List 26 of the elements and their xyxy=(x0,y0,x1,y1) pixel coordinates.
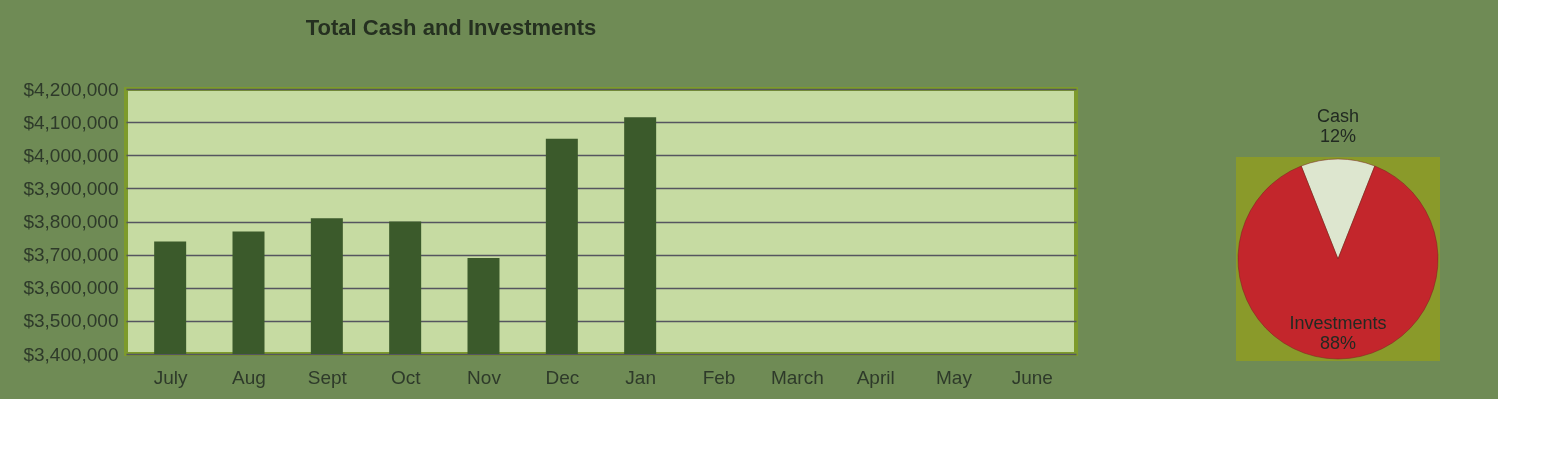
x-tick-label: Jan xyxy=(625,366,656,388)
slice-label: Cash xyxy=(1316,106,1360,126)
x-tick-label: Nov xyxy=(467,366,502,388)
chart-title: Total Cash and Investments xyxy=(305,15,597,40)
y-tick-label: $3,400,000 xyxy=(23,343,119,365)
x-tick-label: July xyxy=(153,366,189,388)
y-tick-label: $3,700,000 xyxy=(23,244,119,266)
y-tick-label: $3,900,000 xyxy=(23,177,119,199)
data-label: 12% xyxy=(1319,126,1357,146)
y-tick-label: $3,500,000 xyxy=(23,310,119,332)
y-tick-label: $3,800,000 xyxy=(23,211,119,232)
x-tick-label: Sept xyxy=(307,366,348,388)
x-tick-label: Aug xyxy=(232,366,266,388)
y-tick-label: $4,200,000 xyxy=(23,78,119,100)
y-tick-label: $4,100,000 xyxy=(23,111,119,133)
y-tick-label: $4,000,000 xyxy=(23,144,119,166)
x-tick-label: March xyxy=(770,366,824,388)
x-tick-label: Oct xyxy=(390,366,422,388)
x-tick-label: June xyxy=(1011,366,1053,388)
x-tick-label: April xyxy=(856,366,895,388)
x-tick-label: Dec xyxy=(545,366,580,388)
y-tick-label: $3,600,000 xyxy=(23,277,119,299)
slice-label: Investments xyxy=(1289,313,1387,333)
x-tick-label: Feb xyxy=(702,366,736,388)
x-tick-label: May xyxy=(936,366,973,388)
data-label: 88% xyxy=(1319,333,1357,353)
